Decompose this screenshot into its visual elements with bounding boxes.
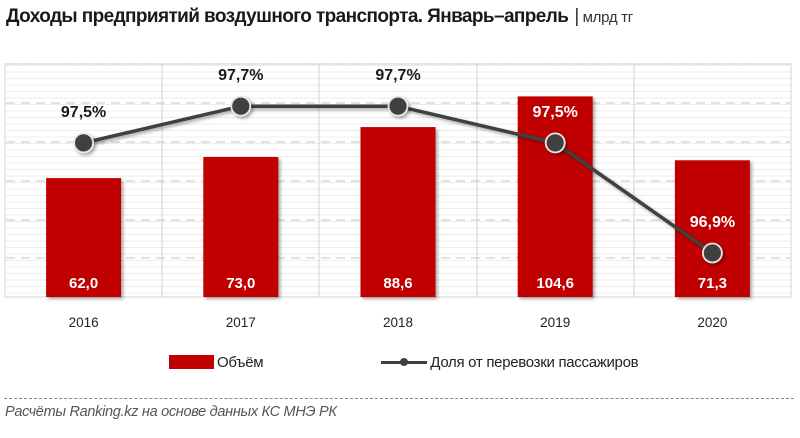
chart-area: 62,0 73,0 88,6 104,6 71,3 97,5%97,7% 97,7%97,… [4, 63, 792, 330]
x-tick-label: 2016 [69, 315, 99, 330]
line-point-marker [702, 242, 723, 264]
x-tick-label: 2017 [226, 315, 256, 330]
bar-2018 [360, 127, 436, 297]
line-marker-icon [381, 355, 428, 369]
legend-label-volume: Объём [217, 353, 264, 371]
footer-divider [4, 398, 794, 399]
bar-2019 [517, 96, 593, 297]
line-value-label: 96,9% [690, 214, 735, 231]
source-note: Расчёты Ranking.kz на основе данных КС М… [5, 404, 337, 420]
title-text: Доходы предприятий воздушного транспорта… [6, 6, 569, 27]
bar-2020 [674, 160, 750, 297]
bar-value-label: 71,3 [698, 275, 727, 292]
line-point-marker [387, 95, 409, 117]
bar-2017 [203, 157, 279, 297]
x-tick-label: 2020 [697, 315, 727, 330]
bar-value-label: 104,6 [536, 275, 574, 292]
line-series: 97,5% 97,7% 97,7% 97,5% 96,9% [61, 67, 735, 264]
bar-2016 [46, 178, 122, 297]
category-dividers [161, 64, 635, 297]
legend: Объём Доля от перевозки пассажиров [169, 351, 639, 373]
bar-value-label: 62,0 [69, 275, 98, 292]
title-unit: млрд тг [582, 9, 634, 26]
line-value-label: 97,5% [533, 104, 578, 121]
line-point-marker [73, 132, 94, 154]
legend-item-share: Доля от перевозки пассажиров [263, 353, 639, 371]
line-value-label: 97,5% [61, 104, 106, 121]
line-point-marker [230, 95, 252, 117]
x-axis-labels: 2016 2017 2018 2019 2020 [69, 315, 728, 330]
bar-series: 62,0 73,0 88,6 104,6 71,3 [46, 96, 750, 297]
chart-title: Доходы предприятий воздушного транспорта… [6, 6, 633, 28]
legend-item-volume: Объём [169, 353, 264, 371]
bar-value-label: 88,6 [383, 275, 412, 292]
legend-label-share: Доля от перевозки пассажиров [430, 353, 639, 371]
title-separator: | [574, 6, 579, 27]
line-value-label: 97,7% [375, 67, 420, 84]
line-point-marker [544, 132, 566, 154]
x-tick-label: 2019 [540, 315, 570, 330]
x-tick-label: 2018 [383, 315, 413, 330]
bar-swatch-icon [169, 355, 214, 369]
bar-value-label: 73,0 [226, 275, 255, 292]
line-value-label: 97,7% [218, 67, 263, 84]
